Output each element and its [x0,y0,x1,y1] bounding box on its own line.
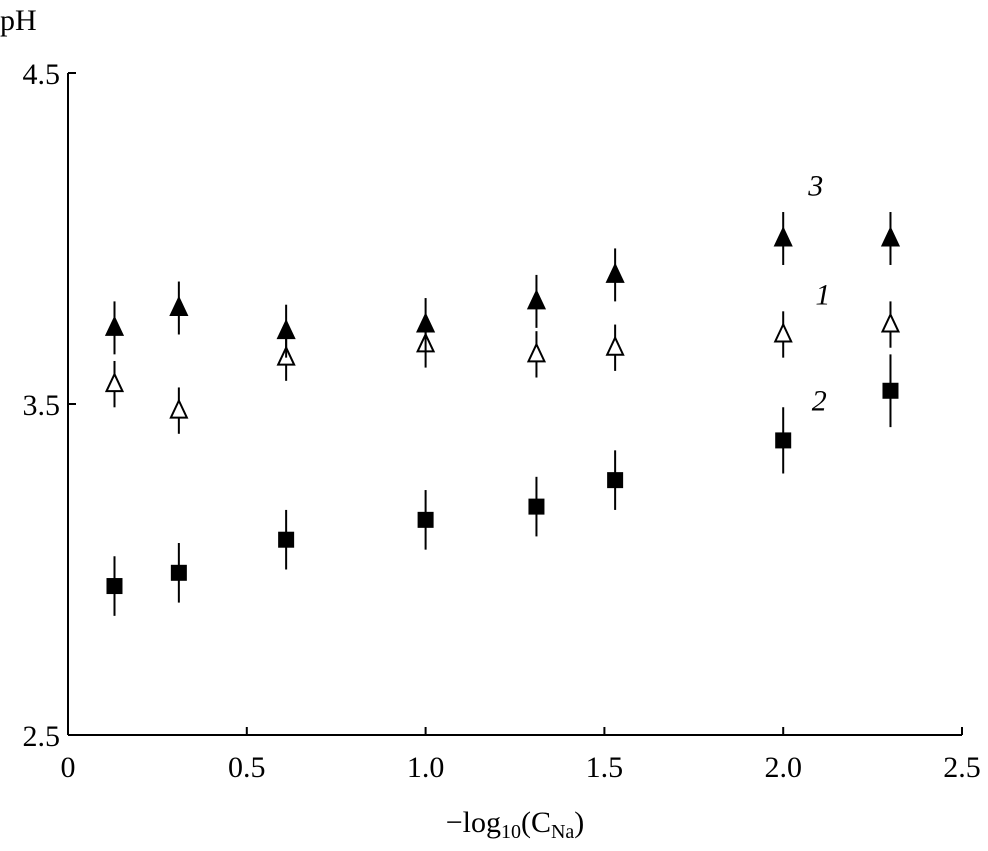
y-tick-label: 2.5 [23,720,61,753]
x-tick-label: 0 [61,751,76,784]
data-point [169,295,189,317]
x-tick-label: 1.0 [407,751,445,784]
x-tick-label: 1.5 [586,751,624,784]
data-point [278,531,295,548]
data-point [417,511,434,528]
data-point [773,322,793,343]
series-label: 1 [815,279,830,312]
data-point [526,289,547,310]
data-point [880,226,901,247]
data-point [605,335,625,356]
data-point [169,398,189,419]
y-tick-label: 4.5 [23,58,61,91]
y-axis-label: pH [0,4,37,37]
data-point [104,315,125,336]
data-point [170,564,187,581]
data-point [607,472,624,489]
y-tick-label: 3.5 [23,389,61,422]
x-tick-label: 0.5 [228,751,266,784]
data-point [775,432,792,449]
x-tick-label: 2.0 [764,751,802,784]
data-point [605,262,625,283]
series-2 [106,354,899,616]
series-label: 3 [807,169,823,202]
data-point [773,226,793,247]
data-point [526,342,547,363]
data-point [880,312,901,333]
data-point [882,382,899,399]
x-axis-label: −log10(CNa) [446,806,585,843]
series-label: 2 [812,385,827,418]
data-point [416,312,436,333]
data-point [528,498,545,515]
data-point [104,371,125,393]
series-1 [104,301,901,434]
data-point [276,318,296,340]
series-3 [104,212,901,358]
x-tick-label: 2.5 [943,751,981,784]
data-point [106,578,123,595]
